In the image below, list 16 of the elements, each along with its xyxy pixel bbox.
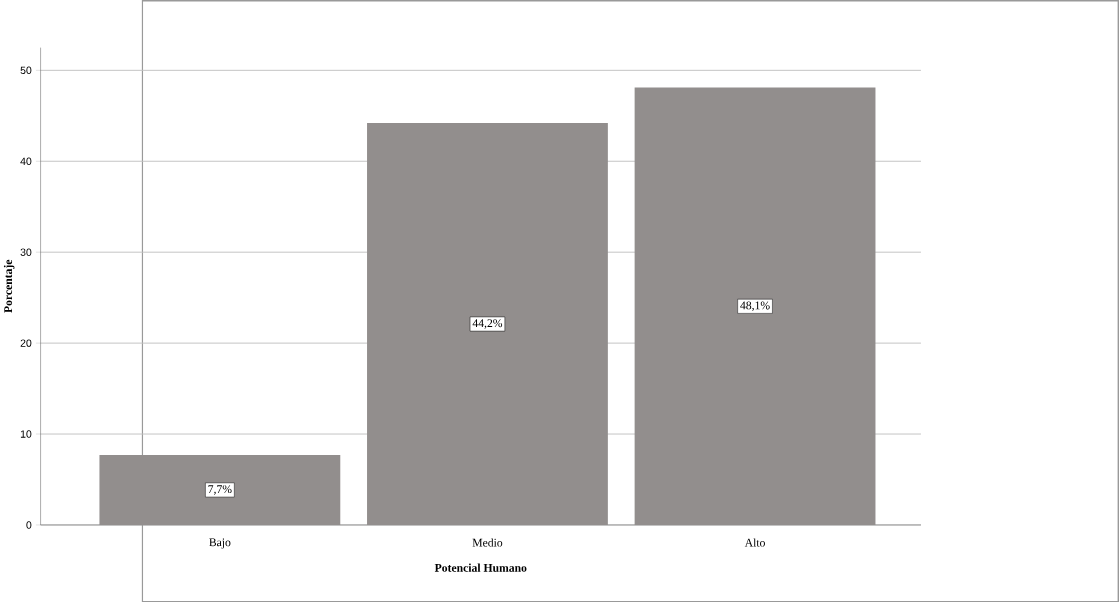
bar bbox=[367, 122, 608, 525]
y-tick-label: 40 bbox=[20, 157, 32, 165]
bar bbox=[634, 87, 876, 525]
y-tick-label: 20 bbox=[20, 339, 32, 347]
x-tick-label: Bajo bbox=[209, 538, 231, 549]
y-axis-title: Porcentaje bbox=[3, 259, 15, 313]
y-tick-label: 0 bbox=[26, 521, 32, 529]
data-label: 44,2% bbox=[472, 319, 503, 329]
x-axis-title: Potencial Humano bbox=[434, 563, 527, 572]
data-label: 48,1% bbox=[740, 301, 770, 311]
y-tick-label: 10 bbox=[20, 430, 32, 438]
y-tick-label: 30 bbox=[20, 248, 32, 256]
data-label: 7,7% bbox=[208, 485, 232, 495]
x-tick-label: Alto bbox=[744, 538, 765, 547]
y-tick-label: 50 bbox=[20, 66, 32, 74]
x-tick-label: Medio bbox=[472, 538, 503, 547]
